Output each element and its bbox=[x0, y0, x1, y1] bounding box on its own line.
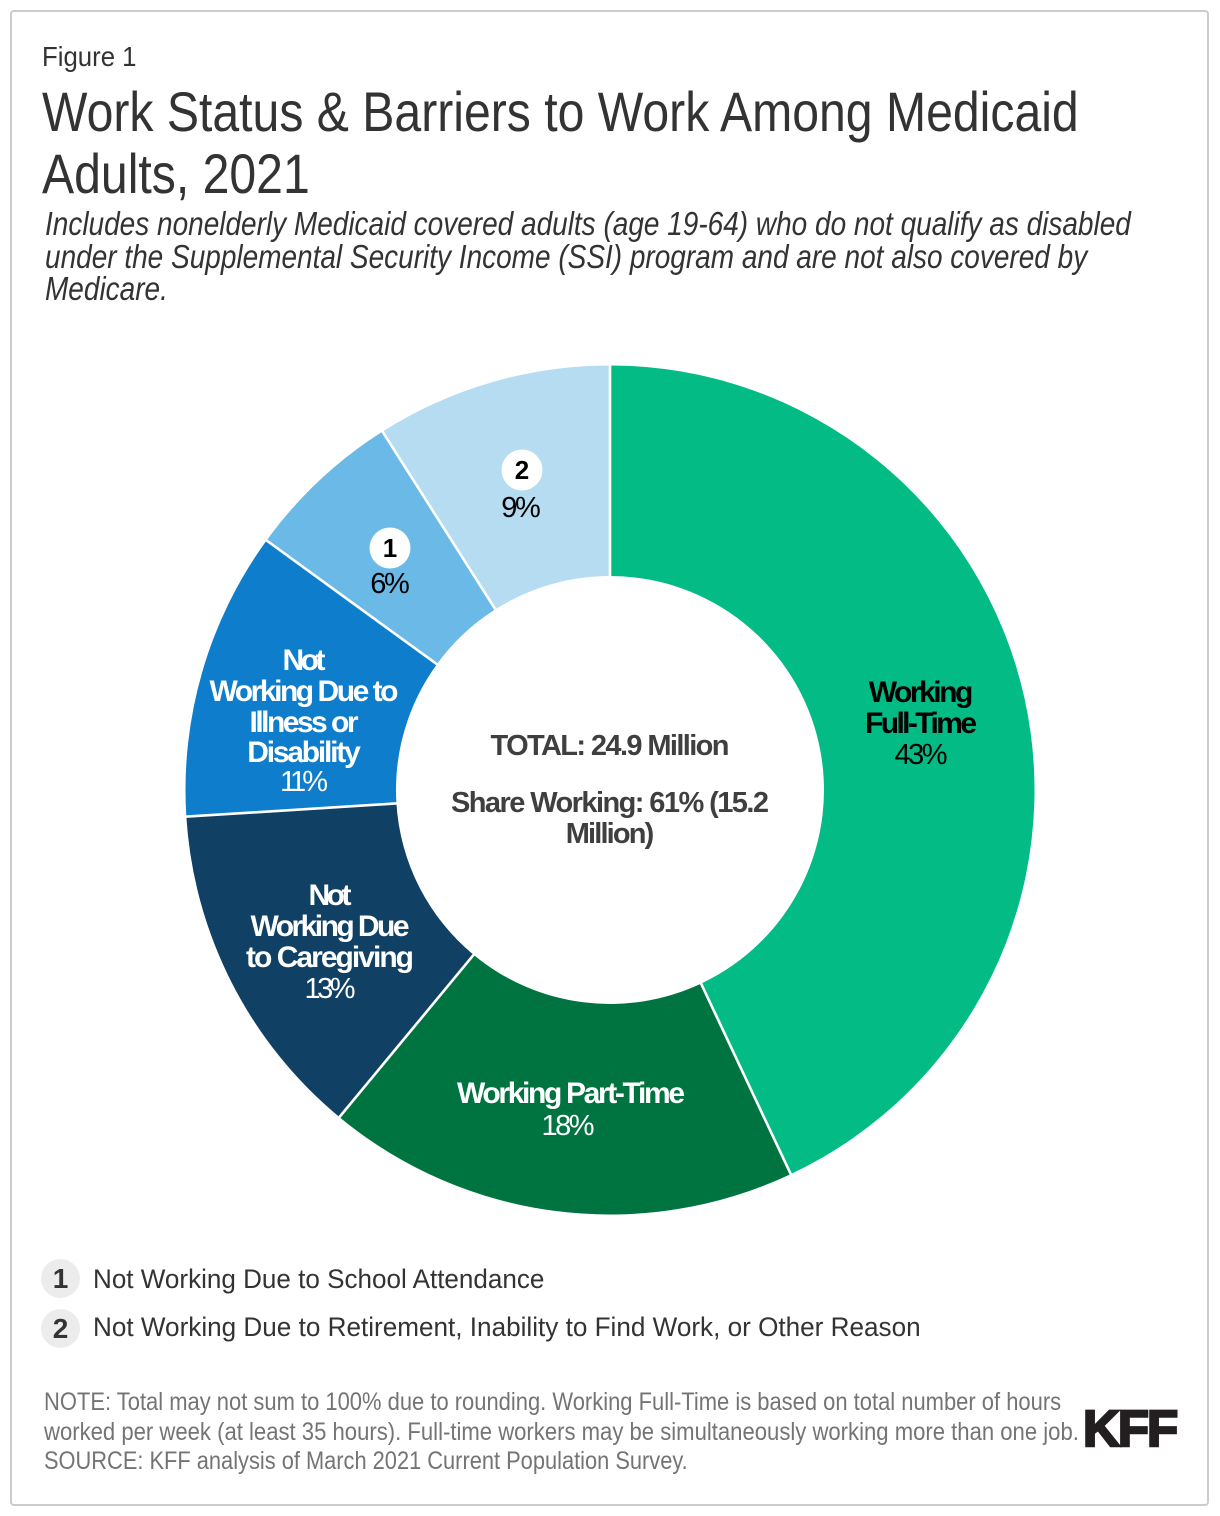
svg-text:13%: 13% bbox=[305, 973, 356, 1005]
svg-text:1: 1 bbox=[383, 533, 397, 563]
svg-text:11%: 11% bbox=[280, 766, 328, 798]
svg-text:Working Due to: Working Due to bbox=[210, 675, 399, 708]
svg-text:Illness or: Illness or bbox=[250, 706, 359, 739]
svg-text:9%: 9% bbox=[501, 492, 541, 524]
svg-text:Disability: Disability bbox=[247, 736, 361, 769]
svg-text:18%: 18% bbox=[542, 1110, 595, 1142]
svg-text:Working: Working bbox=[869, 676, 974, 709]
svg-text:2: 2 bbox=[515, 455, 529, 485]
svg-text:Share Working: 61% (15.2: Share Working: 61% (15.2 bbox=[451, 787, 769, 819]
svg-text:TOTAL: 24.9 Million: TOTAL: 24.9 Million bbox=[491, 730, 730, 762]
svg-text:Not: Not bbox=[283, 644, 326, 677]
svg-text:Not: Not bbox=[309, 879, 352, 912]
svg-text:Working Due: Working Due bbox=[251, 910, 410, 943]
svg-text:Full-Time: Full-Time bbox=[865, 707, 977, 740]
svg-text:43%: 43% bbox=[895, 739, 948, 771]
svg-text:Million): Million) bbox=[566, 818, 655, 850]
svg-text:Working Part-Time: Working Part-Time bbox=[457, 1077, 685, 1110]
svg-text:to Caregiving: to Caregiving bbox=[246, 941, 414, 974]
svg-text:6%: 6% bbox=[370, 568, 410, 600]
